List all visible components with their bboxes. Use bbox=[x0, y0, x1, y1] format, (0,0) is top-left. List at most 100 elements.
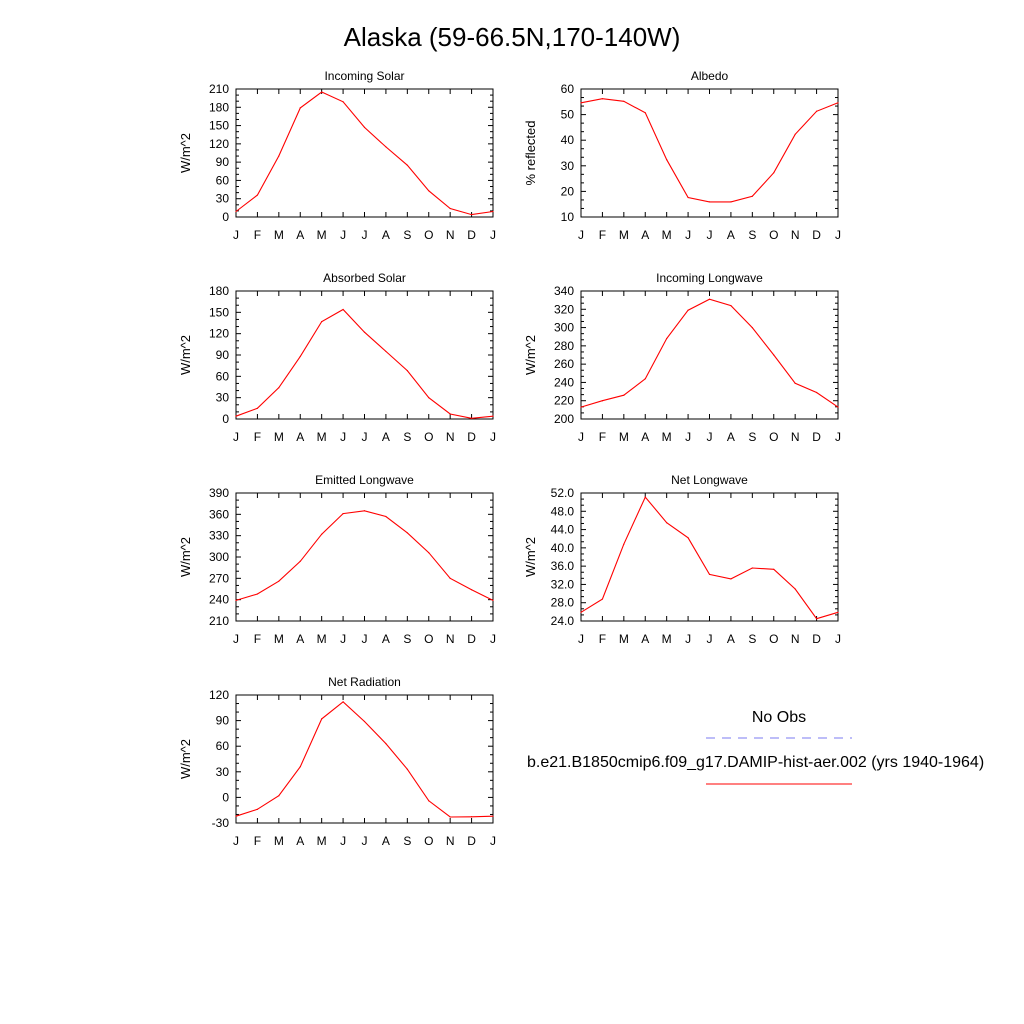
x-tick-label: A bbox=[727, 632, 735, 646]
y-tick-label: 390 bbox=[209, 486, 229, 500]
data-point bbox=[449, 207, 451, 210]
x-tick-label: A bbox=[296, 834, 304, 848]
series-line bbox=[235, 308, 494, 419]
x-tick-label: F bbox=[254, 834, 261, 848]
data-point bbox=[794, 382, 796, 384]
data-point bbox=[837, 102, 839, 104]
y-tick-label: 90 bbox=[216, 155, 230, 169]
panel-title: Albedo bbox=[691, 69, 729, 83]
x-tick-label: M bbox=[317, 228, 327, 242]
data-point bbox=[666, 337, 668, 340]
x-tick-label: O bbox=[769, 228, 778, 242]
data-point bbox=[687, 196, 689, 199]
data-point bbox=[623, 100, 625, 102]
series-line bbox=[235, 510, 494, 601]
x-tick-label: M bbox=[662, 430, 672, 444]
data-point bbox=[730, 201, 732, 203]
x-tick-label: F bbox=[599, 632, 606, 646]
x-tick-label: M bbox=[619, 430, 629, 444]
y-tick-label: 210 bbox=[209, 82, 229, 96]
x-tick-label: J bbox=[340, 228, 346, 242]
x-tick-label: A bbox=[641, 430, 649, 444]
x-tick-label: M bbox=[619, 632, 629, 646]
data-point bbox=[299, 355, 301, 358]
y-tick-label: 180 bbox=[209, 284, 229, 298]
data-point bbox=[580, 406, 582, 408]
x-tick-label: A bbox=[296, 228, 304, 242]
data-point bbox=[751, 326, 753, 329]
x-tick-label: M bbox=[317, 834, 327, 848]
x-tick-label: J bbox=[362, 632, 368, 646]
data-point bbox=[492, 599, 494, 601]
data-point bbox=[278, 795, 280, 797]
y-tick-label: 30 bbox=[216, 192, 230, 206]
data-point bbox=[256, 407, 259, 409]
data-point bbox=[773, 172, 775, 174]
y-tick-label: -30 bbox=[212, 816, 230, 830]
data-point bbox=[773, 354, 775, 356]
chart-panel-4: J F M A M J J A S O N D J200220240260280300320340Inc… bbox=[523, 271, 841, 444]
x-tick-label: F bbox=[254, 228, 261, 242]
x-tick-label: D bbox=[812, 228, 821, 242]
legend-obs-label: No Obs bbox=[752, 709, 806, 726]
y-tick-label: 32.0 bbox=[551, 577, 575, 591]
data-point bbox=[321, 718, 323, 720]
x-tick-label: N bbox=[791, 632, 800, 646]
x-tick-label: F bbox=[254, 632, 261, 646]
y-axis-label: W/m^2 bbox=[178, 133, 193, 173]
x-tick-label: A bbox=[727, 228, 735, 242]
data-point bbox=[363, 510, 366, 512]
data-point bbox=[687, 537, 689, 539]
y-tick-label: 90 bbox=[216, 714, 230, 728]
x-tick-label: S bbox=[748, 228, 756, 242]
data-point bbox=[385, 515, 387, 518]
data-point bbox=[794, 133, 796, 135]
x-tick-label: D bbox=[812, 430, 821, 444]
data-point bbox=[342, 513, 344, 515]
x-tick-label: J bbox=[835, 430, 841, 444]
data-point bbox=[773, 568, 775, 570]
y-tick-label: 52.0 bbox=[551, 486, 575, 500]
x-tick-label: J bbox=[362, 228, 368, 242]
y-tick-label: 150 bbox=[209, 119, 229, 133]
y-tick-label: 260 bbox=[554, 357, 574, 371]
series-line bbox=[580, 98, 839, 203]
data-point bbox=[256, 808, 259, 810]
data-point bbox=[449, 577, 451, 579]
x-tick-label: J bbox=[707, 430, 713, 444]
data-point bbox=[815, 391, 818, 394]
x-tick-label: M bbox=[317, 632, 327, 646]
x-tick-label: D bbox=[467, 632, 476, 646]
x-tick-label: N bbox=[446, 632, 455, 646]
y-tick-label: 28.0 bbox=[551, 596, 575, 610]
data-point bbox=[235, 415, 237, 417]
data-point bbox=[406, 370, 408, 372]
y-tick-label: 340 bbox=[554, 284, 574, 298]
data-point bbox=[342, 308, 344, 311]
y-tick-label: 30 bbox=[216, 391, 230, 405]
data-point bbox=[580, 102, 582, 104]
data-point bbox=[256, 194, 259, 196]
data-point bbox=[342, 701, 344, 703]
x-tick-label: S bbox=[403, 834, 411, 848]
x-tick-label: S bbox=[403, 632, 411, 646]
data-point bbox=[428, 552, 430, 554]
x-tick-label: F bbox=[599, 228, 606, 242]
x-tick-label: M bbox=[662, 632, 672, 646]
x-tick-label: J bbox=[685, 228, 691, 242]
legend-model-label: b.e21.B1850cmip6.f09_g17.DAMIP-hist-aer.… bbox=[527, 754, 984, 771]
plot-frame bbox=[235, 694, 494, 824]
legend: No Obs b.e21.B1850cmip6.f09_g17.DAMIP-hi… bbox=[527, 709, 984, 785]
y-axis-label: W/m^2 bbox=[178, 739, 193, 779]
data-point bbox=[580, 611, 582, 613]
series-line bbox=[235, 701, 494, 818]
x-tick-label: J bbox=[835, 228, 841, 242]
y-axis-label: W/m^2 bbox=[178, 537, 193, 577]
x-tick-label: M bbox=[274, 430, 284, 444]
x-tick-label: M bbox=[317, 430, 327, 444]
x-tick-label: N bbox=[446, 430, 455, 444]
data-point bbox=[342, 101, 344, 103]
data-point bbox=[428, 800, 430, 802]
